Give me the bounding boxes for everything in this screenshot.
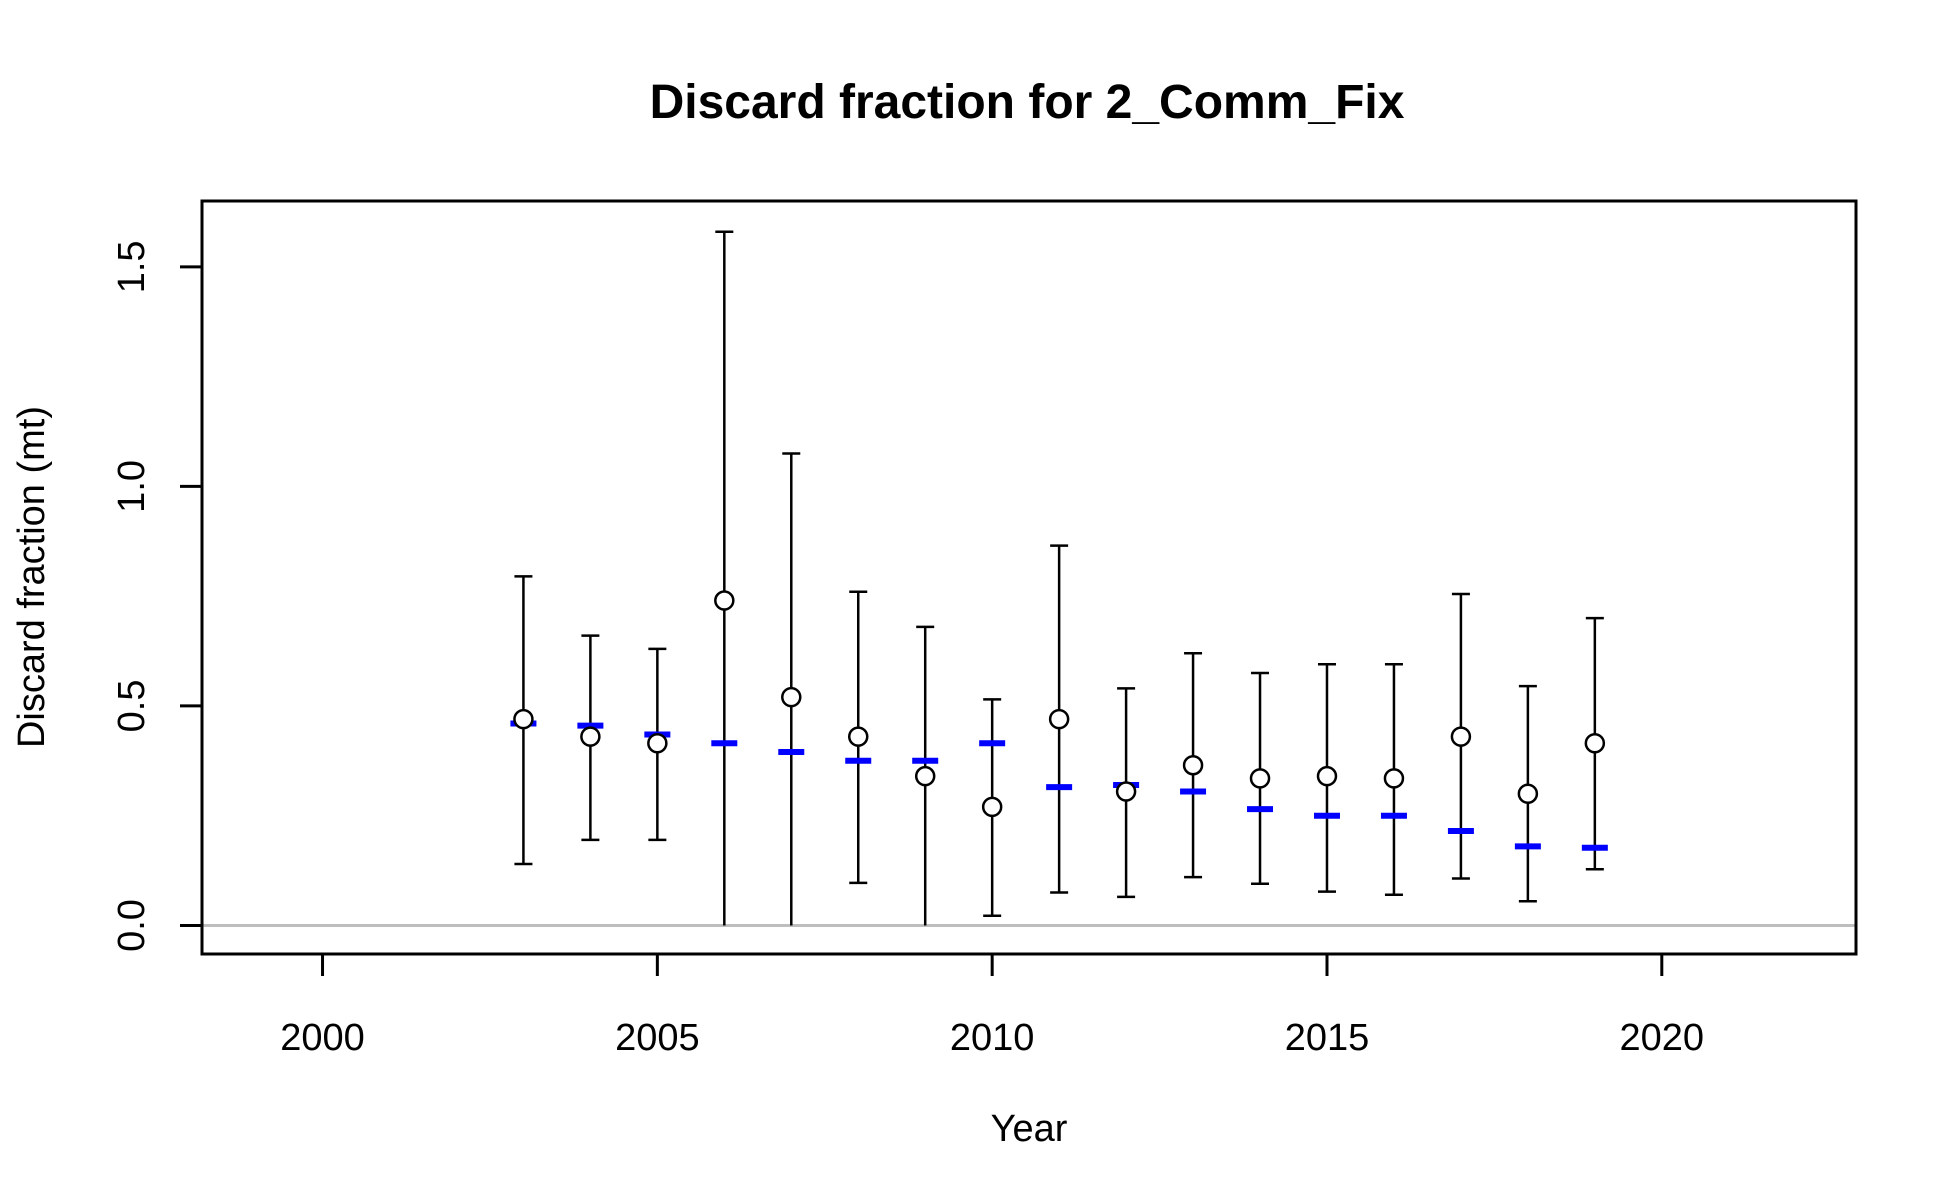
y-axis-label: Discard fraction (mt) [11,406,53,748]
observed-point [914,765,936,787]
observed-point [1316,765,1338,787]
observed-point [1517,783,1539,804]
observed-point [513,708,534,730]
x-tick-label: 2020 [1620,1017,1705,1059]
observed-point [647,732,668,754]
x-axis: 2000 2005 2010 2015 2020 [280,952,1705,1059]
plot-frame [200,199,1858,956]
y-tick-label: 0.5 [111,680,153,733]
x-axis-label: Year [991,1108,1068,1150]
x-tick-label: 2010 [950,1017,1035,1059]
x-tick-label: 2005 [615,1017,700,1059]
y-tick-label: 1.5 [111,240,153,293]
chart-title: Discard fraction for 2_Comm_Fix [650,76,1405,129]
y-tick-label: 1.0 [111,460,153,513]
x-tick-label: 2015 [1285,1017,1370,1059]
y-axis: 0.0 0.5 1.0 1.5 [111,240,204,952]
observed-point [1383,768,1405,789]
observed-point [1115,781,1137,802]
observed-point [1450,726,1472,747]
observed-point [847,726,869,747]
observed-point [580,726,601,747]
observed-point [1182,754,1204,776]
observed-point [1584,732,1606,754]
y-tick-label: 0.0 [111,899,153,952]
observed-point [981,796,1003,818]
x-tick-label: 2000 [280,1017,365,1059]
observed-point [714,590,735,611]
observed-point [781,686,802,708]
plot-marks [510,230,1608,926]
observed-point [1048,708,1070,730]
observed-point [1249,768,1271,789]
